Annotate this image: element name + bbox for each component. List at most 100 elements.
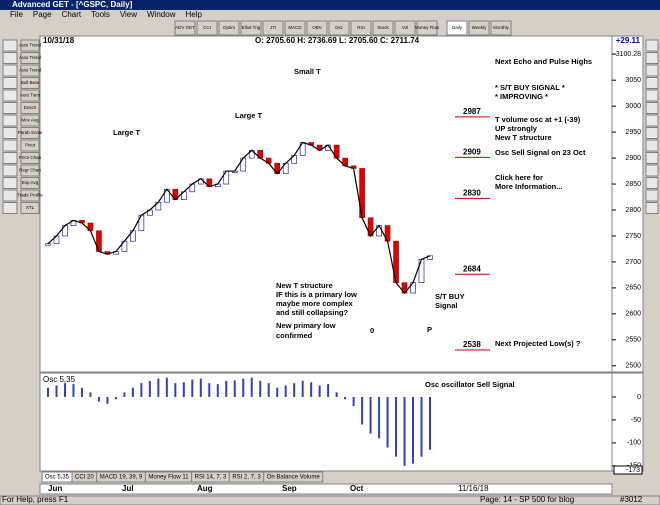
toolbar-button[interactable] (394, 20, 416, 36)
y-tick-label: 2750 (625, 233, 641, 240)
menu-item[interactable]: Window (147, 10, 176, 19)
title-bar (0, 0, 660, 10)
toolbar-button[interactable] (306, 20, 328, 36)
tool-icon[interactable] (645, 164, 659, 177)
side-button[interactable] (20, 127, 40, 139)
toolbar-button[interactable] (490, 20, 512, 36)
tool-icon[interactable] (645, 89, 659, 102)
side-button[interactable] (20, 164, 40, 177)
tool-icon[interactable] (2, 39, 18, 52)
tool-icon[interactable] (645, 39, 659, 52)
side-label: Bull Bear (21, 80, 40, 85)
toolbar-button[interactable] (416, 20, 438, 36)
side-button[interactable] (20, 39, 40, 52)
menu-item[interactable]: Chart (62, 10, 82, 19)
info-date: 10/31/18 (43, 36, 75, 45)
toolbar-button[interactable] (174, 20, 196, 36)
tool-icon[interactable] (2, 202, 18, 214)
tool-icon[interactable] (2, 114, 18, 127)
menu-item[interactable]: Help (185, 10, 202, 19)
toolbar-label: Vol (402, 25, 408, 30)
tab-label[interactable]: MACD 19, 39, 9 (100, 475, 143, 481)
toolbar-label: Stock (377, 25, 389, 30)
toolbar-button[interactable] (328, 20, 350, 36)
annotation[interactable]: Click here for (495, 173, 543, 182)
toolbar-button[interactable] (240, 20, 262, 36)
tool-icon[interactable] (645, 52, 659, 64)
side-button[interactable] (20, 189, 40, 202)
side-label: Auto Trend (19, 43, 42, 48)
x-tick-label: Jul (122, 484, 134, 493)
y-tick-label: 2900 (625, 155, 641, 162)
menu-item[interactable]: File (10, 10, 23, 19)
x-tick-label: Oct (350, 484, 364, 493)
tab-label[interactable]: CCI 20 (75, 475, 94, 481)
tab-label[interactable]: Osc 5,35 (45, 475, 70, 481)
side-label: Regr Chan (19, 168, 41, 173)
tool-icon[interactable] (2, 189, 18, 202)
y-tick-label: 2550 (625, 337, 641, 344)
side-button[interactable] (20, 177, 40, 189)
tool-icon[interactable] (645, 127, 659, 139)
toolbar-button[interactable] (372, 20, 394, 36)
toolbar-label: Osc (335, 25, 344, 30)
tool-icon[interactable] (2, 52, 18, 64)
menu-item[interactable]: View (120, 10, 137, 19)
tool-icon[interactable] (645, 177, 659, 189)
tool-icon[interactable] (2, 89, 18, 102)
level-label: 2909 (463, 148, 481, 157)
annotation: Large T (113, 128, 141, 137)
tool-icon[interactable] (645, 77, 659, 89)
tab-label[interactable]: RSI 2, 7, 3 (232, 475, 261, 481)
side-button[interactable] (20, 152, 40, 164)
tab-label[interactable]: Money Flow 11 (148, 475, 189, 481)
tab-label[interactable]: On Balance Volume (267, 475, 321, 481)
osc-label: Osc 5,35 (43, 375, 76, 384)
side-button[interactable] (20, 139, 40, 152)
side-button[interactable] (20, 202, 40, 214)
tool-icon[interactable] (645, 202, 659, 214)
side-button[interactable] (20, 52, 40, 64)
side-button[interactable] (20, 89, 40, 102)
tool-icon[interactable] (645, 64, 659, 77)
side-button[interactable] (20, 64, 40, 77)
side-label: Exp Avg (22, 180, 39, 185)
y-tick-label: 2850 (625, 181, 641, 188)
tab[interactable] (263, 471, 324, 483)
tool-icon[interactable] (2, 152, 18, 164)
y-tick-label: 0 (637, 394, 641, 401)
toolbar-button[interactable] (468, 20, 490, 36)
toolbar-label: MACD (288, 25, 302, 30)
tool-icon[interactable] (645, 152, 659, 164)
tool-icon[interactable] (2, 102, 18, 114)
side-button[interactable] (20, 102, 40, 114)
tool-icon[interactable] (2, 64, 18, 77)
menu-item[interactable]: Tools (91, 10, 110, 19)
menu-item[interactable]: Page (33, 10, 52, 19)
toolbar-button[interactable] (196, 20, 218, 36)
tool-icon[interactable] (2, 177, 18, 189)
toolbar-button[interactable] (446, 20, 468, 36)
toolbar-button[interactable] (284, 20, 306, 36)
tab-label[interactable]: RSI 14, 7, 3 (195, 475, 227, 481)
tool-icon[interactable] (645, 114, 659, 127)
side-button[interactable] (20, 77, 40, 89)
tool-icon[interactable] (645, 189, 659, 202)
annotation[interactable]: More Information... (495, 182, 563, 191)
tool-icon[interactable] (2, 164, 18, 177)
annotation: New T structure (276, 281, 333, 290)
tool-icon[interactable] (2, 77, 18, 89)
tool-icon[interactable] (645, 139, 659, 152)
toolbar-button[interactable] (350, 20, 372, 36)
toolbar-button[interactable] (218, 20, 240, 36)
side-button[interactable] (20, 114, 40, 127)
tool-icon[interactable] (645, 102, 659, 114)
annotation: New primary low (276, 321, 336, 330)
toolbar-button[interactable] (262, 20, 284, 36)
tool-icon[interactable] (2, 127, 18, 139)
annotation: * IMPROVING * (495, 92, 548, 101)
annotation: Signal (435, 301, 458, 310)
tool-icon[interactable] (2, 139, 18, 152)
toolbar-label: ADV GET (175, 25, 195, 30)
